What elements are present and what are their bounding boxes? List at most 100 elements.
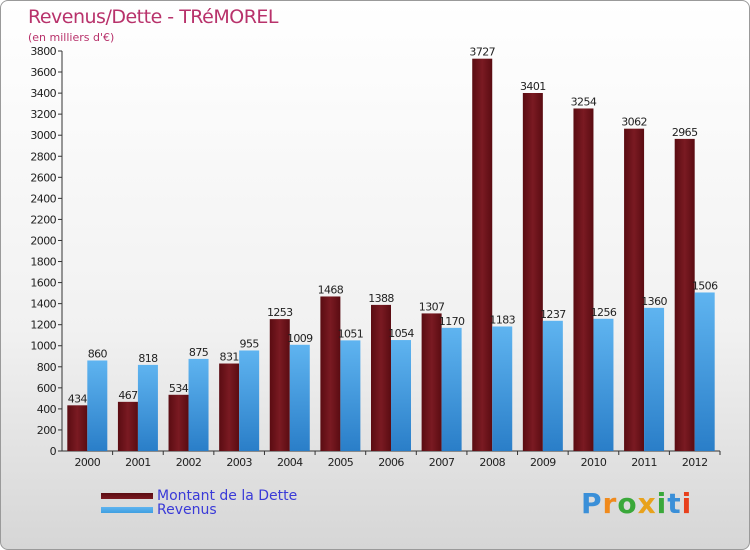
y-tick-label: 1600 (30, 277, 56, 290)
data-label-revenue: 1051 (338, 327, 364, 340)
y-tick-label: 1800 (30, 256, 56, 269)
data-label-debt: 3727 (469, 46, 495, 59)
x-tick-label: 2008 (479, 456, 505, 469)
data-label-revenue: 1237 (540, 308, 566, 321)
x-tick-label: 2004 (277, 456, 303, 469)
legend-label-debt: Montant de la Dette (157, 488, 298, 504)
bar-debt (421, 313, 442, 451)
chart-title: Revenus/Dette - TRéMOREL (28, 6, 278, 28)
x-tick-label: 2011 (631, 456, 657, 469)
data-label-debt: 3401 (520, 80, 546, 93)
bar-debt (371, 304, 391, 451)
logo-letter: o (617, 487, 638, 520)
bar-debt (269, 319, 290, 451)
logo-letter: x (637, 487, 657, 520)
legend-item-revenue: Revenus (101, 502, 217, 518)
data-label-revenue: 875 (189, 346, 209, 359)
bar-revenue (492, 326, 513, 451)
data-label-revenue: 860 (88, 347, 108, 360)
bar-debt (573, 108, 594, 451)
bar-revenue (137, 364, 158, 451)
x-tick-label: 2009 (530, 456, 556, 469)
y-tick-label: 2000 (30, 234, 56, 247)
data-label-revenue: 1054 (388, 327, 414, 340)
bar-revenue (441, 327, 462, 451)
data-label-debt: 534 (169, 382, 189, 395)
bar-revenue (87, 360, 108, 451)
data-label-revenue: 1256 (591, 306, 617, 319)
data-label-debt: 1388 (368, 292, 394, 305)
bar-revenue (644, 307, 665, 451)
bar-revenue (593, 318, 614, 451)
bar-debt (472, 58, 493, 452)
data-label-revenue: 818 (138, 352, 158, 365)
bar-debt (168, 394, 189, 451)
y-tick-label: 3000 (30, 129, 56, 142)
bar-revenue (694, 292, 715, 451)
y-tick-label: 1400 (30, 298, 56, 311)
data-label-debt: 467 (118, 389, 138, 402)
bar-revenue (391, 340, 411, 451)
y-tick-label: 2600 (30, 171, 56, 184)
bar-debt (219, 363, 240, 451)
data-label-revenue: 1170 (439, 315, 465, 328)
legend-label-revenue: Revenus (157, 502, 217, 518)
data-label-debt: 1468 (318, 283, 344, 296)
x-tick-label: 2005 (328, 456, 354, 469)
bar-debt (67, 405, 88, 451)
y-tick-label: 600 (37, 382, 57, 395)
y-tick-label: 3400 (30, 87, 56, 100)
x-tick-label: 2006 (378, 456, 404, 469)
legend-item-debt: Montant de la Dette (101, 488, 297, 504)
y-tick-label: 200 (37, 424, 57, 437)
proxiti-logo: Proxiti (581, 487, 692, 520)
data-label-debt: 831 (220, 351, 239, 364)
x-tick-label: 2010 (581, 456, 607, 469)
legend-swatch-revenue (101, 507, 153, 513)
y-tick-label: 800 (37, 361, 57, 374)
bar-revenue (542, 320, 563, 451)
bar-revenue (340, 340, 361, 451)
y-tick-label: 3600 (30, 66, 56, 79)
data-label-debt: 3062 (621, 116, 647, 129)
x-tick-label: 2003 (226, 456, 252, 469)
bar-debt (117, 401, 138, 451)
logo-letter: r (602, 487, 618, 520)
bar-debt (522, 93, 543, 451)
bar-debt (624, 128, 645, 451)
data-label-debt: 2965 (672, 126, 698, 139)
y-tick-label: 1200 (30, 319, 56, 332)
data-label-revenue: 1506 (692, 279, 718, 292)
x-tick-label: 2012 (682, 456, 708, 469)
x-tick-label: 2000 (75, 456, 101, 469)
bars (67, 58, 715, 452)
bar-debt (674, 138, 695, 452)
logo-letter: t (667, 487, 682, 520)
data-label-debt: 434 (68, 392, 88, 405)
y-tick-label: 400 (37, 403, 57, 416)
x-tick-label: 2001 (125, 456, 151, 469)
y-tick-label: 1000 (30, 340, 56, 353)
data-label-revenue: 1183 (489, 313, 515, 326)
data-label-debt: 1307 (419, 300, 445, 313)
x-tick-label: 2007 (429, 456, 455, 469)
bar-revenue (239, 350, 260, 451)
y-tick-label: 2800 (30, 150, 56, 163)
logo-letter: i (656, 487, 668, 520)
bar-debt (320, 296, 341, 451)
logo-letter: i (681, 487, 693, 520)
x-tick-label: 2002 (176, 456, 202, 469)
data-label-revenue: 1009 (287, 332, 313, 345)
bar-revenue (289, 344, 310, 451)
y-tick-label: 2200 (30, 213, 56, 226)
bar-revenue (188, 358, 209, 451)
y-tick-label: 2400 (30, 192, 56, 205)
y-tick-label: 3800 (30, 45, 56, 58)
data-label-debt: 1253 (267, 306, 293, 319)
logo-letter: P (581, 487, 603, 520)
chart-subtitle: (en milliers d'€) (28, 31, 115, 44)
legend-swatch-debt (101, 493, 153, 499)
